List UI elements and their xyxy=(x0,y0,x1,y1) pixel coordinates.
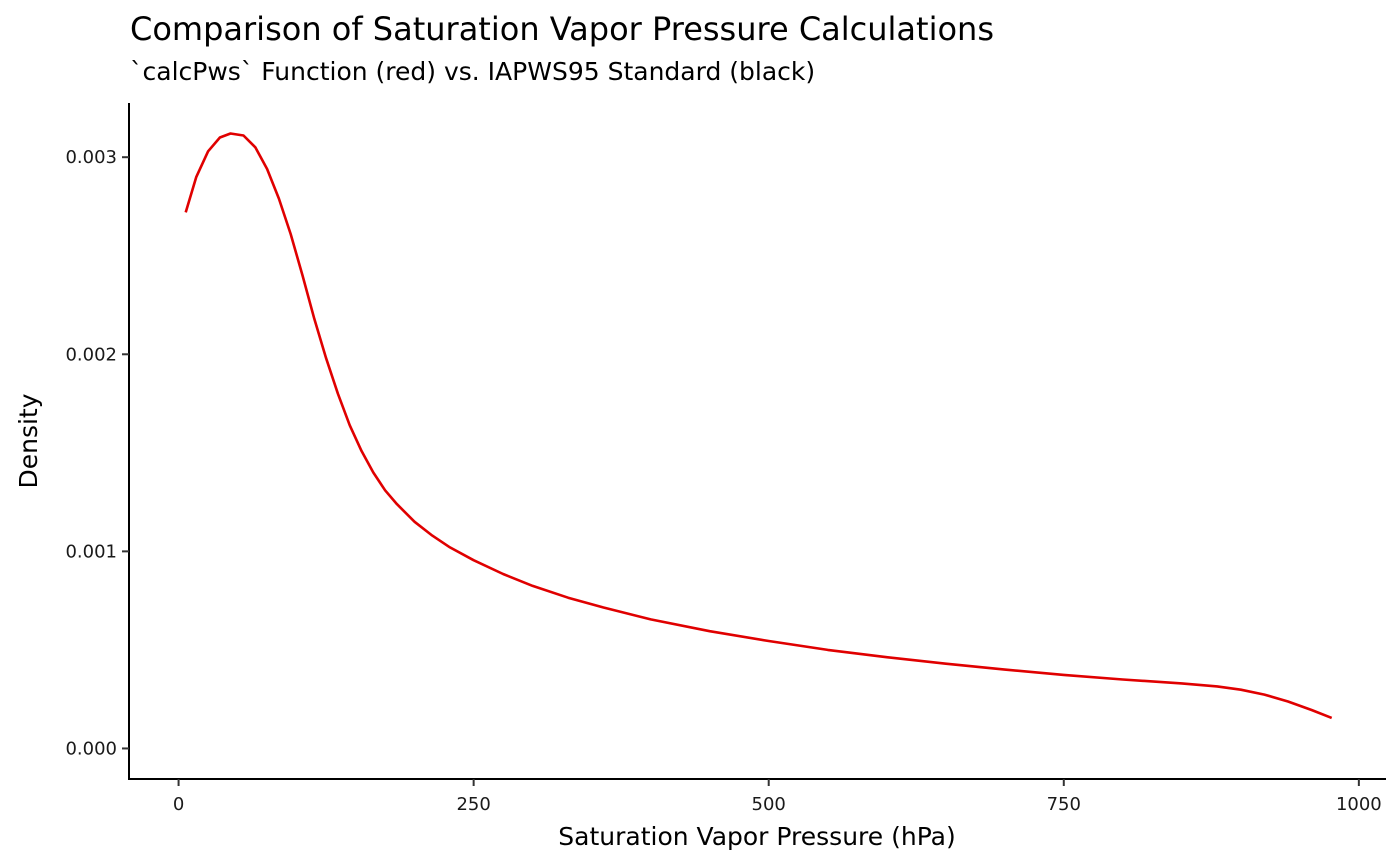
y-axis: 0.000 0.001 0.002 0.003 xyxy=(65,103,130,780)
x-tick-label: 0 xyxy=(173,794,184,815)
y-tick-label: 0.001 xyxy=(65,541,117,562)
x-tick-label: 1000 xyxy=(1336,794,1382,815)
chart-subtitle: `calcPws` Function (red) vs. IAPWS95 Sta… xyxy=(130,57,816,86)
density-line xyxy=(184,132,1333,720)
x-tick-label: 750 xyxy=(1047,794,1081,815)
series-layer xyxy=(184,132,1333,720)
x-axis: 0 250 500 750 1000 xyxy=(128,778,1386,815)
x-tick-label: 250 xyxy=(456,794,490,815)
y-tick-label: 0.003 xyxy=(65,147,117,168)
x-tick-label: 500 xyxy=(752,794,786,815)
chart-title: Comparison of Saturation Vapor Pressure … xyxy=(130,10,994,48)
y-axis-title: Density xyxy=(14,393,43,488)
y-tick-label: 0.000 xyxy=(65,738,117,759)
y-tick-label: 0.002 xyxy=(65,344,117,365)
x-axis-title: Saturation Vapor Pressure (hPa) xyxy=(558,822,955,851)
